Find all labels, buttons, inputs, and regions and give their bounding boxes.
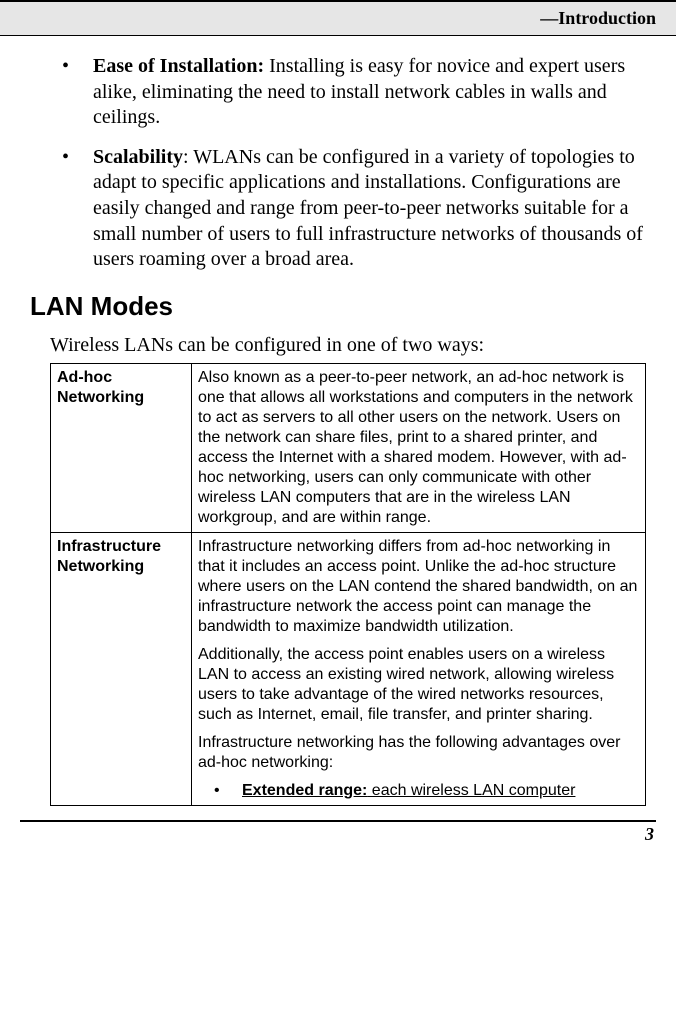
inner-bullet-label: Extended range: (242, 782, 367, 799)
row-desc: Also known as a peer-to-peer network, an… (192, 363, 646, 532)
header-title: —Introduction (540, 8, 656, 28)
bullet-label: Ease of Installation: (93, 55, 264, 77)
row-label: Ad-hoc Networking (51, 363, 192, 532)
inner-bullet-text: each wireless LAN computer (367, 782, 575, 799)
modes-table: Ad-hoc Networking Also known as a peer-t… (50, 363, 646, 806)
intro-line: Wireless LANs can be configured in one o… (50, 334, 646, 357)
inner-bullet: Extended range: each wireless LAN comput… (198, 781, 639, 801)
desc-p3: Infrastructure networking has the follow… (198, 733, 639, 773)
bullet-list: Ease of Installation: Installing is easy… (30, 54, 646, 273)
header-bar: —Introduction (0, 0, 676, 36)
row-desc: Infrastructure networking differs from a… (192, 532, 646, 805)
list-item: Ease of Installation: Installing is easy… (30, 54, 646, 131)
table-row: Infrastructure Networking Infrastructure… (51, 532, 646, 805)
row-label: Infrastructure Networking (51, 532, 192, 805)
list-item: Scalability: WLANs can be configured in … (30, 145, 646, 273)
page-content: Ease of Installation: Installing is easy… (0, 36, 676, 806)
desc-p1: Infrastructure networking differs from a… (198, 537, 639, 637)
table-row: Ad-hoc Networking Also known as a peer-t… (51, 363, 646, 532)
page-number: 3 (0, 822, 676, 855)
desc-p2: Additionally, the access point enables u… (198, 645, 639, 725)
section-heading: LAN Modes (30, 291, 646, 322)
bullet-label: Scalability (93, 146, 183, 168)
desc-text: Also known as a peer-to-peer network, an… (198, 368, 639, 528)
